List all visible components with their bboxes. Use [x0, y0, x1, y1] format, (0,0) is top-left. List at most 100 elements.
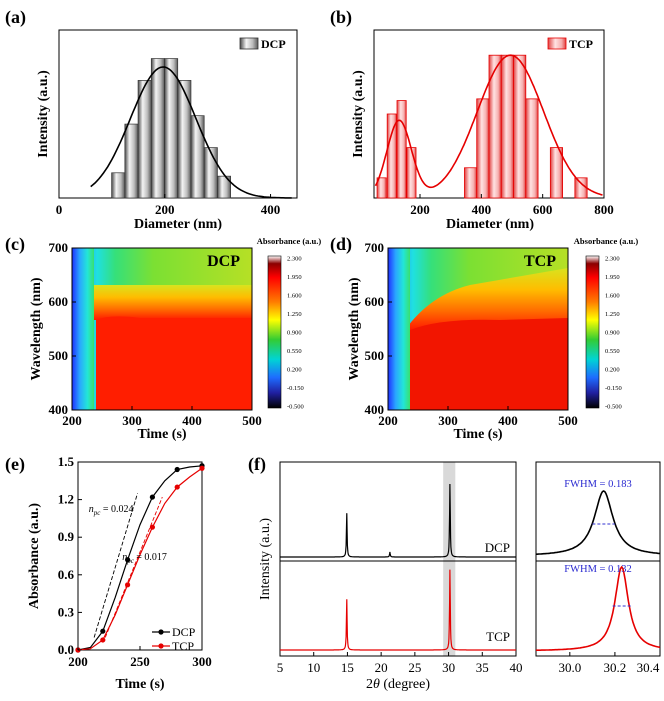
histogram-bar-b-8: [500, 54, 514, 199]
panel-b-legend: TCP: [547, 37, 593, 51]
histogram-bar-b-1: [376, 177, 387, 199]
x-tick-label-TCP-200: 200: [378, 413, 398, 428]
panel-f-highlight-band: [443, 462, 456, 656]
panel-c: DCP 200 300 400 500 400 500 600 700 Time (s) W…: [29, 236, 321, 442]
colorbar-tick-TCP-2: 1.950: [605, 274, 620, 281]
histogram-bar-b-2: [386, 113, 397, 199]
rate-annotation-2: npc = 0.017: [122, 552, 167, 565]
colorbar-tick-DCP-3: 1.600: [287, 293, 302, 300]
y-tick-label-TCP-500: 500: [365, 348, 385, 363]
panel-f-inset-frame: [535, 461, 661, 657]
y-tick-label-DCP-700: 700: [49, 240, 69, 255]
panel-e: npc = 0.024 npc = 0.017 DCP TCP 200 250 300…: [27, 454, 212, 692]
panel-f-dcp-pattern: [280, 483, 516, 558]
panel-b-fit-curve: [374, 54, 603, 196]
x-tick-label-DCP-400: 400: [182, 413, 202, 428]
x-tick-label-a-200: 200: [155, 202, 175, 217]
histogram-bar-a-3: [137, 80, 152, 199]
panel-e-series: [75, 463, 205, 653]
colorbar-tick-DCP-8: -0.150: [287, 385, 304, 392]
panel-label-d: (d): [330, 234, 352, 255]
panel-c-frame: [71, 247, 253, 411]
series-point-TCP-220: [100, 637, 106, 643]
y-tick-label-e-3: 0.9: [58, 529, 75, 544]
panel-c-y-label: Wavelength (nm): [29, 277, 44, 380]
series-point-TCP-300: [199, 465, 205, 471]
panel-e-y-ticks: 0.0 0.3 0.6 0.9 1.2 1.5: [58, 454, 82, 657]
heatmap-d-band: [405, 268, 568, 330]
panel-label-f: (f): [248, 454, 266, 475]
heatmap-d: [388, 248, 568, 410]
panel-a-bars: [111, 58, 231, 199]
y-tick-label-TCP-600: 600: [365, 294, 385, 309]
colorbar-tick-DCP-2: 1.950: [287, 274, 302, 281]
histogram-bar-a-1: [111, 172, 126, 199]
legend-label-e-tcp: TCP: [172, 639, 194, 653]
x-tick-label-e-200: 200: [68, 654, 88, 669]
inset-dcp-fwhm-label: FWHM = 0.183: [564, 479, 631, 490]
panel-e-x-label: Time (s): [115, 677, 164, 692]
colorbar-tick-DCP-7: 0.200: [287, 367, 302, 374]
panel-a-legend: DCP: [239, 37, 286, 51]
x-tick-label-f-35: 35: [476, 660, 489, 675]
colorbar-d: [585, 255, 600, 409]
panel-e-x-ticks: 200 250 300: [68, 646, 212, 669]
panel-label-c: (c): [5, 234, 25, 255]
histogram-bar-a-5: [164, 58, 179, 199]
colorbar-tick-DCP-1: 2.300: [287, 256, 302, 263]
panel-d: TCP 200 300 400 500 400 500 600 700 Time (s) W…: [347, 236, 638, 442]
colorbar-c: [267, 255, 282, 409]
legend-label-dcp: DCP: [261, 37, 286, 51]
histogram-bar-a-8: [203, 147, 218, 199]
colorbar-c-ticks: 2.300 1.950 1.600 1.250 0.900 0.550 0.200 -0.15…: [287, 256, 304, 411]
x-tick-label-f-30: 30: [442, 660, 455, 675]
tangent-line-dcp: [93, 493, 138, 638]
panel-label-a: (a): [5, 7, 26, 28]
x-tick-label-f-20: 20: [375, 660, 388, 675]
panel-d-x-ticks: 200 300 400 500: [378, 406, 578, 428]
panel-a-y-label: Intensity (a.u.): [36, 70, 51, 158]
panel-c-y-ticks: 400 500 600 700: [49, 240, 76, 417]
colorbar-c-title: Absorbance (a.u.): [257, 236, 322, 246]
inset-tcp-peak: [536, 565, 661, 651]
histogram-bar-b-5: [464, 167, 478, 199]
histogram-bar-a-7: [190, 115, 205, 199]
panel-b-x-ticks: 200 400 600 800: [410, 194, 614, 217]
heatmap-c-red-region: [96, 316, 252, 410]
tangent-line-tcp: [104, 496, 163, 638]
heatmap-c-left-edge: [72, 248, 94, 410]
histogram-bar-b-3: [396, 100, 407, 199]
panel-f-y-label: Intensity (a.u.): [258, 518, 273, 600]
histogram-bar-b-11: [549, 147, 563, 199]
series-point-TCP-280: [174, 484, 180, 490]
histogram-bar-b-12: [574, 177, 588, 199]
histogram-bar-b-10: [525, 98, 539, 199]
series-point-DCP-220: [100, 628, 106, 634]
x-tick-label-f-5: 5: [277, 660, 284, 675]
heatmap-d-red-region: [410, 318, 568, 410]
legend-label-tcp: TCP: [569, 37, 593, 51]
histogram-bar-a-6: [177, 80, 192, 199]
panel-c-x-label: Time (s): [137, 427, 186, 442]
panel-d-label: TCP: [524, 253, 556, 270]
panel-d-x-label: Time (s): [453, 427, 502, 442]
colorbar-tick-DCP-5: 0.900: [287, 330, 302, 337]
panel-label-e: (e): [5, 454, 25, 475]
colorbar-tick-TCP-3: 1.600: [605, 293, 620, 300]
panel-f-inset: FWHM = 0.183 FWHM = 0.132 30.0 30.2 30.4: [535, 461, 661, 675]
y-tick-label-e-5: 1.5: [58, 454, 75, 469]
y-tick-label-DCP-500: 500: [49, 348, 69, 363]
x-tick-label-DCP-200: 200: [62, 413, 82, 428]
panel-f-inset-x-ticks: 30.0 30.2 30.4: [558, 652, 661, 675]
panel-b: TCP 200 400 600 800 Diameter (nm) Intensity…: [351, 29, 614, 232]
panel-f-label-dcp: DCP: [485, 540, 510, 555]
heatmap-d-left-edge: [388, 248, 410, 410]
legend-marker-dcp: [158, 629, 164, 635]
panel-f-frame: [279, 461, 517, 657]
panel-f-x-label: 2θ (degree): [366, 677, 430, 692]
y-tick-label-e-0: 0.0: [58, 642, 74, 657]
x-tick-label-a-400: 400: [261, 202, 281, 217]
colorbar-tick-TCP-5: 0.900: [605, 330, 620, 337]
